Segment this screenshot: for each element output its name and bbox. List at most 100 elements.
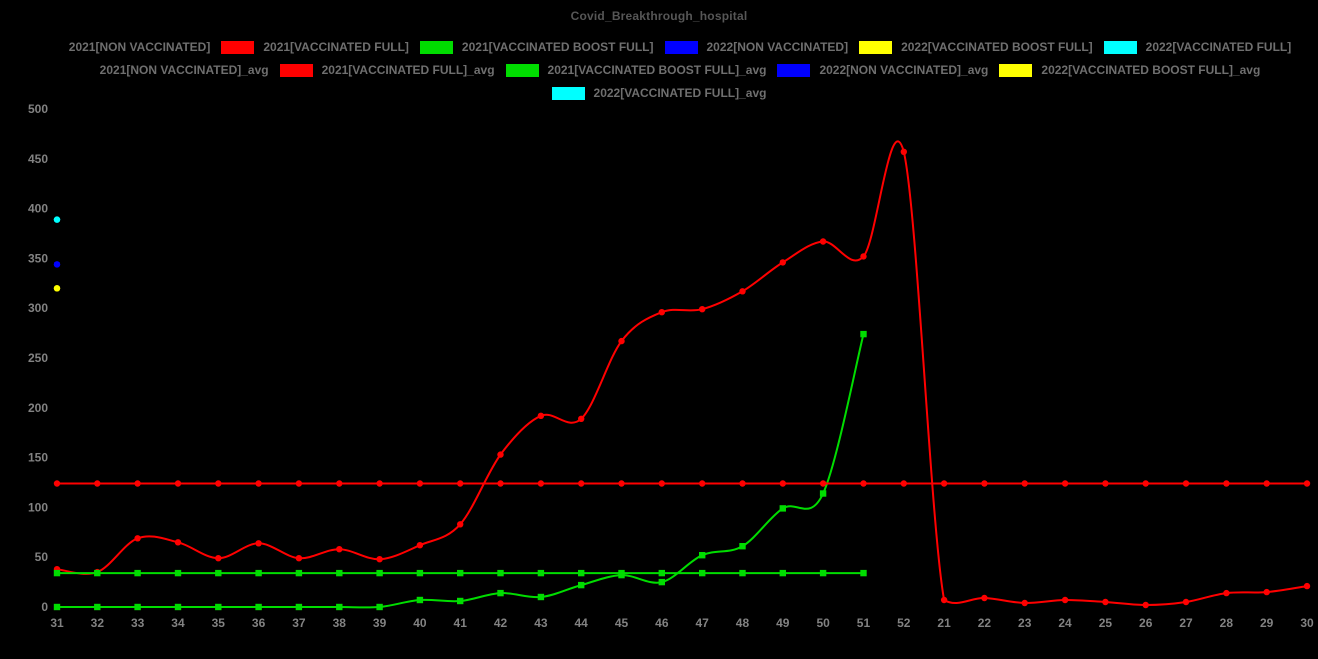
data-point-marker [739,288,746,295]
legend-item[interactable]: 2022[VACCINATED FULL]_avg [551,86,766,100]
data-point-marker [658,578,665,586]
legend-label: 2021[NON VACCINATED]_avg [99,63,269,77]
x-tick-label: 32 [91,616,105,630]
data-point-marker [699,552,706,559]
x-tick-label: 48 [736,616,750,630]
data-point-marker [537,569,545,577]
legend-item[interactable]: 2021[VACCINATED FULL]_avg [279,63,495,77]
y-tick-label: 250 [28,351,48,365]
data-point-marker [457,569,464,577]
legend-swatch [1103,40,1137,54]
data-point-marker [215,555,222,562]
legend-item[interactable]: 2022[VACCINATED FULL] [1103,40,1291,54]
data-point-marker [134,535,141,542]
y-tick-label: 500 [28,102,48,116]
data-point-marker [416,569,424,577]
data-point-marker [295,555,303,562]
data-point-marker [658,480,665,487]
data-point-marker [53,261,61,268]
data-point-marker [174,569,182,577]
data-point-marker [819,238,827,245]
data-point-marker [658,309,665,316]
legend-item[interactable]: 2022[VACCINATED BOOST FULL]_avg [999,63,1260,77]
data-point-marker [618,569,625,577]
series-line [56,140,1308,607]
data-point-marker [134,603,141,611]
y-tick-label: 100 [28,500,48,514]
data-point-marker [215,569,222,577]
data-point-marker [255,569,262,577]
data-point-marker [739,480,746,487]
legend: 2021[NON VACCINATED] 2021[VACCINATED FULL… [13,40,1305,100]
x-tick-label: 46 [655,616,669,630]
data-point-marker [981,480,988,487]
legend-item[interactable]: 2021[NON VACCINATED]_avg [57,63,269,77]
data-point-marker [1061,480,1069,487]
data-point-marker [900,480,907,487]
x-tick-label: 34 [171,616,185,630]
data-point-marker [1182,598,1190,606]
legend-swatch [551,86,585,100]
x-tick-label: 42 [494,616,508,630]
y-tick-label: 150 [28,451,48,465]
x-tick-label: 29 [1260,616,1274,630]
legend-item[interactable]: 2021[VACCINATED BOOST FULL]_avg [505,63,766,77]
data-point-marker [255,603,262,611]
data-point-marker [416,480,424,487]
data-point-marker [336,546,343,553]
data-point-marker [376,480,383,487]
data-point-marker [1021,480,1028,487]
data-point-marker [376,569,383,577]
y-tick-label: 50 [35,550,49,564]
legend-item[interactable]: 2022[NON VACCINATED] [664,40,848,54]
chart-title: Covid_Breakthrough_hospital [570,9,748,23]
data-point-marker [578,569,585,577]
data-point-marker [819,569,827,577]
x-tick-label: 52 [897,616,911,630]
data-point-marker [1142,480,1149,487]
data-point-marker [739,543,746,550]
legend-swatch [505,63,539,77]
data-point-marker [497,451,504,458]
legend-item[interactable]: 2022[NON VACCINATED]_avg [777,63,988,77]
legend-swatch [999,63,1033,77]
y-tick-label: 300 [28,301,48,315]
data-point-marker [1102,598,1109,606]
data-point-marker [295,569,303,577]
legend-swatch [777,63,811,77]
series-line [56,333,865,609]
legend-swatch [859,40,893,54]
x-tick-label: 49 [776,616,790,630]
data-point-marker [53,480,61,487]
data-point-marker [295,603,303,611]
legend-item[interactable]: 2021[NON VACCINATED] [26,40,210,54]
legend-label: 2021[VACCINATED FULL]_avg [321,63,495,77]
legend-item[interactable]: 2022[VACCINATED BOOST FULL] [859,40,1093,54]
data-point-marker [53,285,61,292]
data-point-marker [1263,588,1270,596]
legend-item[interactable]: 2021[VACCINATED FULL] [221,40,409,54]
y-tick-label: 200 [28,401,48,415]
data-point-marker [53,569,61,577]
legend-item[interactable]: 2021[VACCINATED BOOST FULL] [419,40,654,54]
data-point-marker [174,603,182,611]
data-point-marker [940,480,948,487]
x-tick-label: 24 [1058,616,1072,630]
data-point-marker [1303,582,1311,590]
data-point-marker [699,569,706,577]
x-tick-label: 44 [575,616,589,630]
data-point-marker [578,415,585,422]
data-point-marker [174,480,182,487]
data-point-marker [376,556,383,563]
data-point-marker [779,480,786,487]
legend-swatch [57,63,91,77]
data-point-marker [457,597,464,605]
data-point-marker [739,569,746,577]
legend-label: 2022[VACCINATED BOOST FULL] [901,40,1093,54]
data-point-marker [819,480,827,487]
data-point-marker [658,569,665,577]
data-point-marker [779,505,786,512]
x-tick-label: 22 [978,616,992,630]
x-tick-label: 41 [454,616,468,630]
data-point-marker [819,490,827,497]
